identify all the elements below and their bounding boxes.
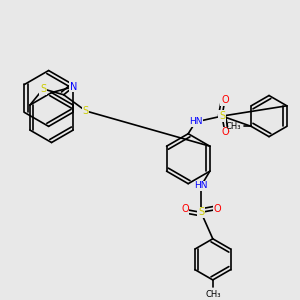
Text: S: S [219,111,225,121]
Text: HN: HN [189,118,202,127]
Text: O: O [181,204,189,214]
Text: S: S [198,207,204,217]
Text: O: O [221,127,229,137]
Text: CH₃: CH₃ [205,290,220,299]
Text: CH₃: CH₃ [225,122,241,131]
Text: S: S [83,106,89,116]
Text: S: S [40,84,46,94]
Text: O: O [221,95,229,105]
Text: O: O [213,204,221,214]
Text: HN: HN [194,182,208,190]
Text: N: N [70,82,77,92]
